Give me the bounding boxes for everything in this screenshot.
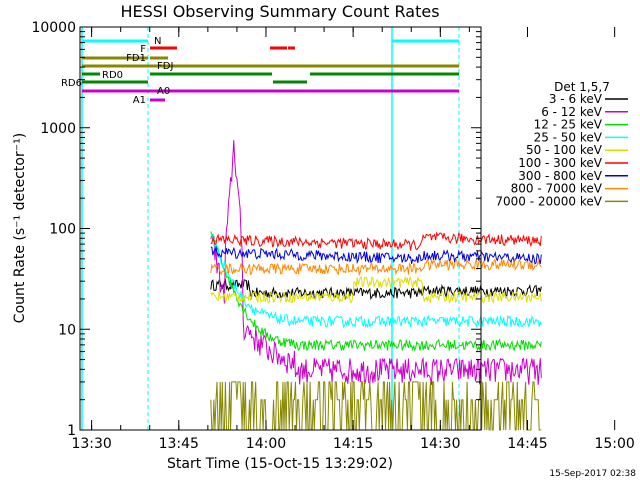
- legend-entry-label: 300 - 800 keV: [518, 169, 602, 183]
- x-tick-label: 13:30: [71, 436, 111, 452]
- y-tick-label: 1000: [40, 121, 76, 137]
- series-line: [210, 231, 542, 352]
- flag-label: N: [154, 36, 161, 47]
- legend-entry-label: 50 - 100 keV: [526, 143, 603, 157]
- x-tick-label: 14:15: [333, 436, 373, 452]
- series-line: [210, 381, 542, 431]
- y-tick-label: 1: [67, 423, 76, 439]
- chart-title: HESSI Observing Summary Count Rates: [120, 2, 439, 21]
- legend-entry-label: 7000 - 20000 keV: [495, 194, 602, 208]
- timestamp: 15-Sep-2017 02:38: [549, 469, 636, 479]
- legend-entry-label: 100 - 300 keV: [518, 156, 602, 170]
- flag-label: FD1: [126, 53, 146, 64]
- flag-label: RD6: [61, 78, 82, 89]
- series-line: [210, 233, 542, 329]
- legend-entry-label: 3 - 6 keV: [549, 92, 603, 106]
- x-tick-label: 14:30: [420, 436, 460, 452]
- series-line: [210, 231, 542, 251]
- y-tick-label: 100: [49, 222, 76, 238]
- legend-entry-label: 6 - 12 keV: [541, 105, 603, 119]
- y-tick-label: 10: [58, 322, 76, 338]
- flag-label: A1: [133, 95, 146, 106]
- x-tick-label: 14:45: [507, 436, 547, 452]
- x-tick-label: 14:00: [246, 436, 286, 452]
- series-line: [210, 257, 542, 277]
- y-tick-label: 10000: [31, 20, 76, 36]
- series-line: [210, 245, 542, 265]
- flag-label: RD0: [102, 70, 123, 81]
- series-line: [210, 276, 542, 305]
- x-tick-label: 15:00: [594, 436, 634, 452]
- x-axis-label: Start Time (15-Oct-15 13:29:02): [167, 456, 393, 472]
- flag-label: A0: [157, 86, 170, 97]
- legend-entry-label: 12 - 25 keV: [534, 118, 603, 132]
- flag-label: F: [140, 44, 146, 55]
- series-line: [210, 278, 542, 300]
- x-tick-label: 13:45: [159, 436, 199, 452]
- legend-entry-label: 25 - 50 keV: [534, 130, 603, 144]
- data-series: [210, 140, 542, 431]
- legend-title: Det 1,5,7: [554, 80, 610, 94]
- flag-label: FDJ: [157, 61, 173, 72]
- y-axis-label: Count Rate (s⁻¹ detector⁻¹): [12, 133, 28, 323]
- plot-frame: [79, 26, 482, 431]
- legend-entry-label: 800 - 7000 keV: [511, 182, 603, 196]
- series-line: [210, 140, 542, 386]
- axes: 13:30 13:45 14:00 14:15 14:30 14:45 15:00 1 10 10…: [31, 20, 634, 452]
